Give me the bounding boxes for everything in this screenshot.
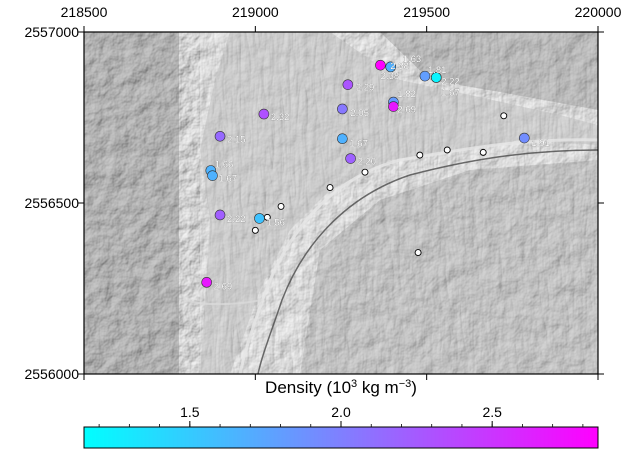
road-line-2 [183,299,263,306]
unmeasured-point [277,202,285,210]
colorbar-title: Density (103 kg m−3) [265,378,417,397]
density-label: 2.38 [390,61,409,72]
density-label: 2.22 [227,214,246,225]
x-axis-ticks: 218500 219000 219500 220000 [61,4,622,380]
x-tick-label: 218500 [61,4,108,20]
colorbar-tick-label: 2.5 [482,404,502,420]
density-point [430,72,442,83]
river-bed-texture [200,32,598,374]
unmeasured-point [251,226,259,234]
x-tick-label: 219000 [232,4,279,20]
density-point [214,131,226,142]
density-point [214,209,226,221]
colorbar-tick-label: 2.0 [331,404,351,420]
density-point [342,79,354,90]
unmeasured-point [416,151,424,159]
density-point [419,70,431,82]
colorbar-tick-label: 1.5 [180,404,200,420]
y-tick-label: 2556500 [24,195,79,211]
density-label: 1.56 [266,217,285,228]
density-point [254,213,265,224]
colorbar-bar [83,426,599,449]
y-tick-label: 2556000 [24,366,79,382]
density-label: 2.20 [358,157,377,168]
density-label: 1.82 [397,89,416,100]
density-label: 2.22 [441,76,460,87]
density-label: 2.32 [271,112,290,123]
colorbar-ticks: 1.5 2.0 2.5 [98,404,584,427]
density-label: 2.29 [356,83,375,94]
density-point [337,133,348,145]
urban-terrain [300,160,598,374]
density-label: 1.67 [441,87,460,98]
density-label: 2.69 [397,105,416,116]
density-label: 2.69 [214,281,233,292]
unmeasured-point [500,112,508,120]
unmeasured-point [361,168,369,176]
density-label: 1.67 [219,174,238,185]
density-label: 1.91 [531,138,550,149]
density-label: 2.15 [227,134,246,145]
road-line [257,149,598,374]
density-point [258,108,270,120]
density-point [207,170,218,181]
density-label: 1.66 [215,160,234,171]
upper-terrain [380,32,598,110]
colorbar [83,426,599,449]
unmeasured-point [479,148,487,156]
y-axis-ticks: 2557000 2556500 2556000 [24,24,604,382]
unmeasured-point [326,184,334,192]
density-point [388,101,399,112]
density-point [375,59,386,71]
density-point [519,132,530,144]
density-point [385,61,396,73]
density-label: 1.63 [403,54,422,65]
density-point [337,103,348,115]
density-label: 2.38 [381,71,400,82]
shaded-relief-map [84,32,598,374]
density-label: 2.05 [350,108,369,119]
density-label: 1.67 [349,139,368,150]
density-point [201,277,212,288]
unmeasured-point [414,249,422,257]
unmeasured-sample-points [251,112,508,257]
density-sample-points: 2.381.632.381.812.221.672.291.822.692.05… [201,54,550,293]
unmeasured-point [443,146,451,154]
river-channel [238,138,598,374]
x-tick-label: 219500 [403,4,450,20]
y-tick-label: 2557000 [24,24,79,40]
density-label: 1.81 [428,65,447,76]
x-tick-label: 220000 [575,4,622,20]
density-point [345,153,356,164]
